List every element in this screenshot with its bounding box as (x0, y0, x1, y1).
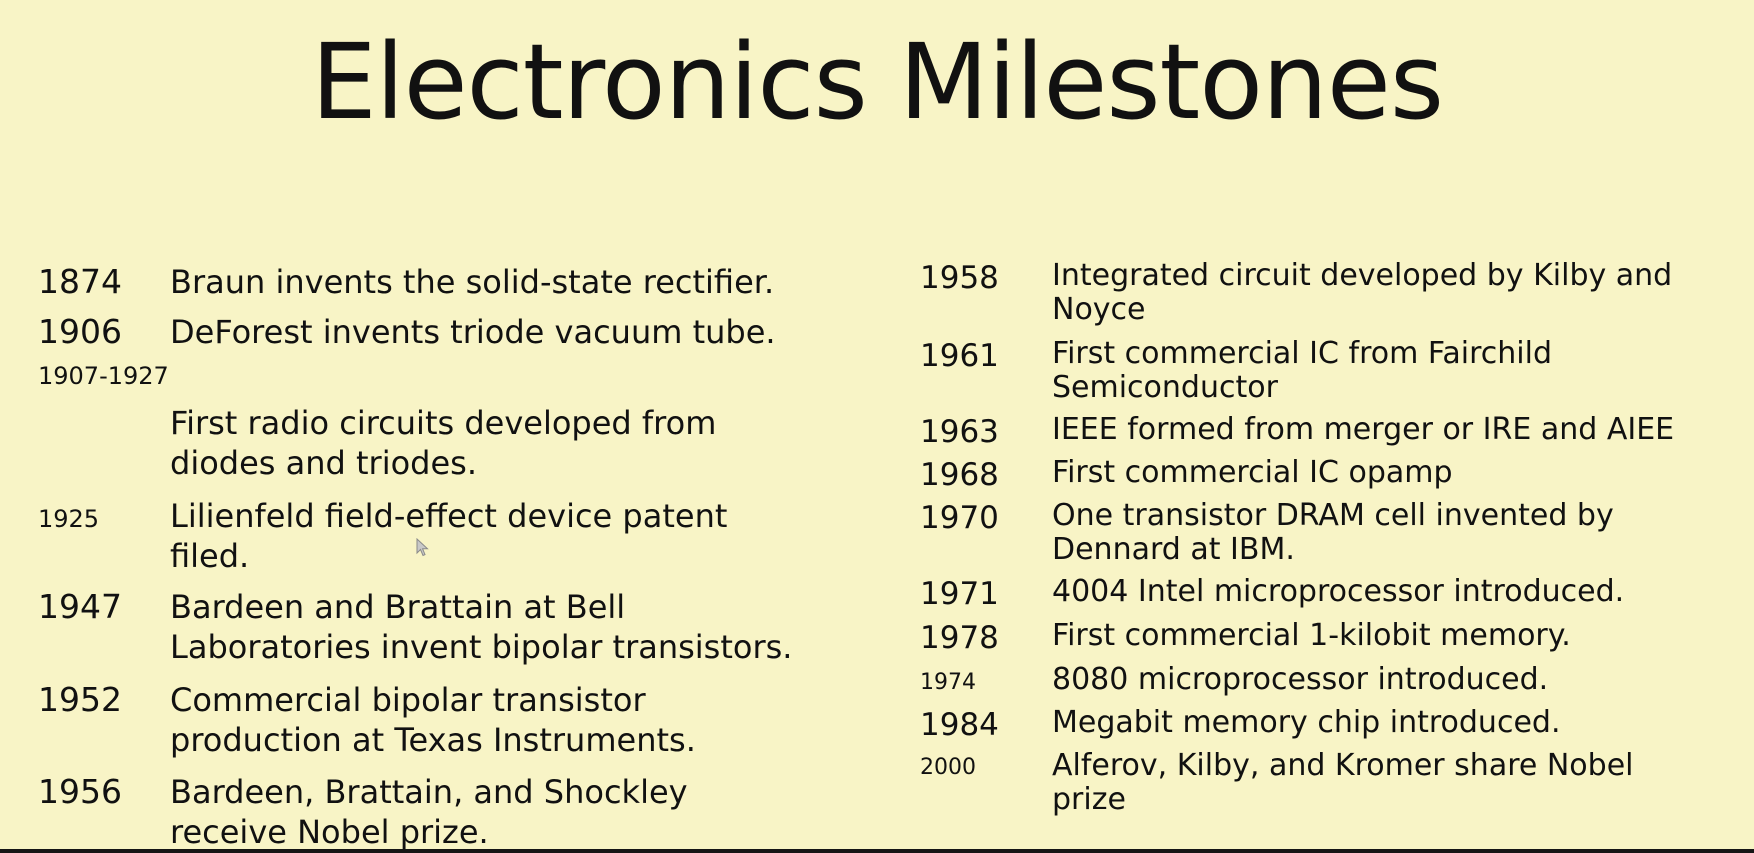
description-line: DeForest invents triode vacuum tube. (170, 313, 776, 351)
description-line: Megabit memory chip introduced. (1052, 705, 1561, 740)
description-line: Laboratories invent bipolar transistors. (170, 628, 793, 666)
milestone-description: First commercial IC opamp (1052, 456, 1453, 490)
milestone-description: First radio circuits developed from diod… (170, 403, 716, 483)
description-line: First commercial IC from Fairchild (1052, 336, 1552, 371)
milestone-year: 1952 (38, 680, 122, 719)
milestone-year: 1961 (920, 338, 999, 374)
milestone-year: 1958 (920, 260, 999, 296)
milestone-year: 1970 (920, 500, 999, 536)
milestone-year: 1947 (38, 587, 122, 626)
milestone-year: 1978 (920, 620, 999, 656)
mouse-pointer-icon (416, 538, 429, 557)
milestone-description: Integrated circuit developed by Kilby an… (1052, 259, 1672, 327)
description-line: Commercial bipolar transistor (170, 681, 646, 719)
milestone-description: 4004 Intel microprocessor introduced. (1052, 575, 1624, 609)
milestone-year: 1971 (920, 576, 999, 612)
description-line: First commercial 1-kilobit memory. (1052, 618, 1571, 653)
description-line: Bardeen, Brattain, and Shockley (170, 773, 688, 811)
milestone-description: First commercial 1-kilobit memory. (1052, 619, 1571, 653)
milestone-description: Lilienfeld field-effect device patent fi… (170, 496, 727, 576)
description-line: Lilienfeld field-effect device patent (170, 497, 728, 535)
milestone-year: 1874 (38, 262, 122, 301)
milestone-year: 1963 (920, 414, 999, 450)
milestone-year: 1974 (920, 670, 976, 695)
description-line: First commercial IC opamp (1052, 455, 1453, 490)
description-line: Noyce (1052, 292, 1146, 327)
description-line: Integrated circuit developed by Kilby an… (1052, 258, 1673, 293)
description-line: Semiconductor (1052, 370, 1278, 405)
milestone-description: DeForest invents triode vacuum tube. (170, 312, 776, 352)
bottom-edge-strip (0, 849, 1754, 853)
description-line: Alferov, Kilby, and Kromer share Nobel (1052, 748, 1634, 783)
milestone-description: One transistor DRAM cell invented by Den… (1052, 499, 1614, 567)
description-line: One transistor DRAM cell invented by (1052, 498, 1614, 533)
milestone-year: 1925 (38, 505, 100, 533)
milestone-year: 2000 (920, 755, 976, 780)
milestone-year: 1968 (920, 457, 999, 493)
description-line: diodes and triodes. (170, 444, 478, 482)
milestone-year: 1907-1927 (38, 362, 169, 390)
description-line: Dennard at IBM. (1052, 532, 1295, 567)
milestone-description: Alferov, Kilby, and Kromer share Nobel p… (1052, 749, 1634, 817)
slide-title: Electronics Milestones (310, 21, 1444, 143)
milestone-year: 1984 (920, 707, 999, 743)
milestone-description: Commercial bipolar transistor production… (170, 680, 696, 760)
description-line: prize (1052, 782, 1126, 817)
description-line: First radio circuits developed from (170, 404, 717, 442)
description-line: receive Nobel prize. (170, 813, 489, 851)
milestone-description: IEEE formed from merger or IRE and AIEE (1052, 413, 1674, 447)
milestone-description: Bardeen, Brattain, and Shockley receive … (170, 772, 688, 852)
milestone-description: Bardeen and Brattain at Bell Laboratorie… (170, 587, 792, 667)
milestone-description: 8080 microprocessor introduced. (1052, 663, 1548, 697)
milestone-description: First commercial IC from Fairchild Semic… (1052, 337, 1552, 405)
description-line: production at Texas Instruments. (170, 721, 696, 759)
description-line: Bardeen and Brattain at Bell (170, 588, 626, 626)
description-line: 4004 Intel microprocessor introduced. (1052, 574, 1625, 609)
milestone-description: Megabit memory chip introduced. (1052, 706, 1560, 740)
milestone-year: 1906 (38, 312, 122, 351)
milestone-description: Braun invents the solid-state rectifier. (170, 262, 774, 302)
milestone-year: 1956 (38, 772, 122, 811)
description-line: IEEE formed from merger or IRE and AIEE (1052, 412, 1675, 447)
description-line: 8080 microprocessor introduced. (1052, 662, 1549, 697)
description-line: Braun invents the solid-state rectifier. (170, 263, 775, 301)
description-line: filed. (170, 537, 250, 575)
